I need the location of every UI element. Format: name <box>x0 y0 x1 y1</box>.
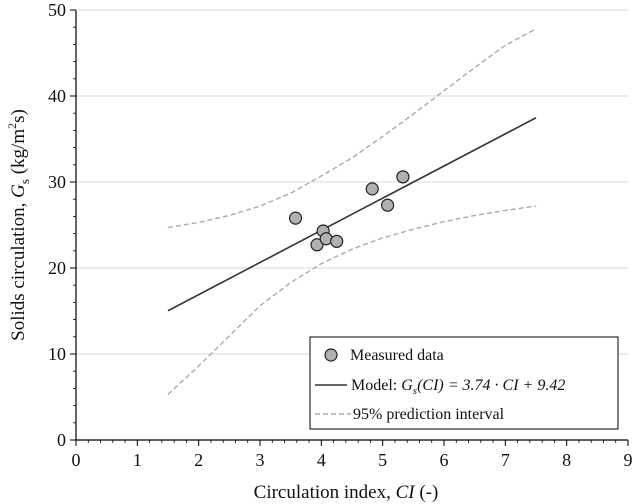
data-points <box>288 170 410 252</box>
x-tick-label-1: 1 <box>133 450 142 470</box>
y-tick-label-30: 30 <box>48 172 66 192</box>
y-axis-title: Solids circulation, Gs (kg/m2s) <box>5 109 32 341</box>
tick-labels: 0 10 20 30 40 50 0 1 2 3 4 5 6 7 8 9 <box>48 0 633 470</box>
prediction-interval <box>167 28 537 395</box>
axes <box>70 9 629 446</box>
x-tick-label-5: 5 <box>378 450 387 470</box>
x-tick-label-4: 4 <box>317 450 326 470</box>
x-tick-label-6: 6 <box>440 450 449 470</box>
data-point-8 <box>396 170 410 184</box>
y-tick-label-10: 10 <box>48 344 66 364</box>
legend-label-measured: Measured data <box>350 347 444 364</box>
x-tick-label-8: 8 <box>562 450 571 470</box>
prediction-interval-lower <box>167 205 537 395</box>
legend: Measured data Model: Gs(CI) = 3.74 · CI … <box>309 336 619 430</box>
y-tick-label-40: 40 <box>48 86 66 106</box>
legend-marker-measured <box>324 348 338 362</box>
model-line-group <box>167 117 537 312</box>
data-point-6 <box>365 182 379 196</box>
data-point-1 <box>288 211 303 225</box>
x-tick-label-2: 2 <box>194 450 203 470</box>
prediction-interval-upper <box>167 28 537 229</box>
x-tick-label-3: 3 <box>256 450 265 470</box>
y-tick-label-50: 50 <box>48 0 66 20</box>
legend-box <box>309 336 619 430</box>
model-line <box>167 117 537 312</box>
legend-label-model: Model: Gs(CI) = 3.74 · CI + 9.42 <box>351 377 565 397</box>
x-tick-label-7: 7 <box>501 450 510 470</box>
legend-label-interval: 95% prediction interval <box>353 406 505 423</box>
x-axis-title: Circulation index, CI (-) <box>254 482 439 503</box>
data-point-5 <box>330 234 344 248</box>
data-point-2 <box>310 238 324 252</box>
x-tick-label-0: 0 <box>72 450 81 470</box>
x-tick-label-9: 9 <box>624 450 633 470</box>
gridlines <box>76 95 628 355</box>
y-tick-label-20: 20 <box>48 258 66 278</box>
data-point-7 <box>380 198 395 212</box>
y-tick-label-0: 0 <box>57 430 66 450</box>
